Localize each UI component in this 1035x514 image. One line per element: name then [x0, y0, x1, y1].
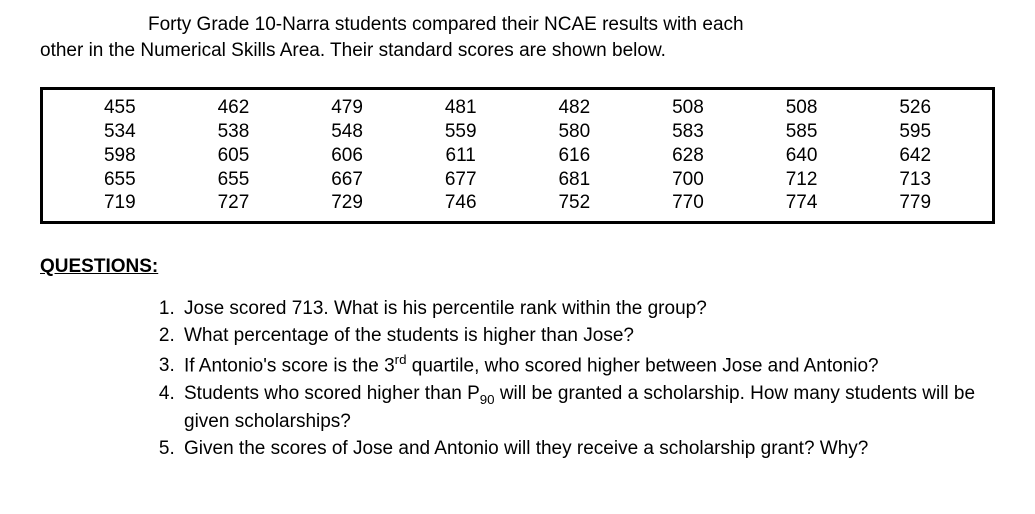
table-cell: 746	[404, 191, 518, 215]
table-cell: 700	[631, 168, 745, 192]
table-cell: 479	[290, 96, 404, 120]
table-cell: 508	[631, 96, 745, 120]
table-cell: 729	[290, 191, 404, 215]
table-cell: 595	[858, 120, 972, 144]
question-item: What percentage of the students is highe…	[180, 323, 995, 349]
table-cell: 585	[745, 120, 859, 144]
scores-table-body: 4554624794814825085085265345385485595805…	[63, 96, 972, 215]
table-cell: 667	[290, 168, 404, 192]
table-row: 655655667677681700712713	[63, 168, 972, 192]
question-item: Students who scored higher than P90 will…	[180, 381, 995, 434]
table-cell: 713	[858, 168, 972, 192]
questions-list: Jose scored 713. What is his percentile …	[40, 296, 995, 462]
table-cell: 583	[631, 120, 745, 144]
table-cell: 548	[290, 120, 404, 144]
table-row: 719727729746752770774779	[63, 191, 972, 215]
table-cell: 719	[63, 191, 177, 215]
intro-line1: Forty Grade 10-Narra students compared t…	[40, 12, 995, 38]
table-row: 534538548559580583585595	[63, 120, 972, 144]
subscript: 90	[480, 392, 495, 407]
table-cell: 655	[63, 168, 177, 192]
table-cell: 712	[745, 168, 859, 192]
table-cell: 606	[290, 144, 404, 168]
table-cell: 462	[177, 96, 291, 120]
table-cell: 534	[63, 120, 177, 144]
table-cell: 779	[858, 191, 972, 215]
table-row: 455462479481482508508526	[63, 96, 972, 120]
table-cell: 559	[404, 120, 518, 144]
table-cell: 605	[177, 144, 291, 168]
ordinal-superscript: rd	[395, 352, 407, 367]
table-cell: 677	[404, 168, 518, 192]
question-post: quartile, who scored higher between Jose…	[406, 355, 878, 376]
table-cell: 642	[858, 144, 972, 168]
table-cell: 526	[858, 96, 972, 120]
table-cell: 481	[404, 96, 518, 120]
scores-table: 4554624794814825085085265345385485595805…	[63, 96, 972, 215]
intro-line2: other in the Numerical Skills Area. Thei…	[40, 38, 995, 64]
table-cell: 770	[631, 191, 745, 215]
question-pre: If Antonio's score is the 3	[184, 355, 395, 376]
table-cell: 616	[518, 144, 632, 168]
table-cell: 482	[518, 96, 632, 120]
table-cell: 580	[518, 120, 632, 144]
scores-table-container: 4554624794814825085085265345385485595805…	[40, 87, 995, 224]
table-cell: 508	[745, 96, 859, 120]
question-item: Jose scored 713. What is his percentile …	[180, 296, 995, 322]
table-cell: 611	[404, 144, 518, 168]
question-item: Given the scores of Jose and Antonio wil…	[180, 436, 995, 462]
table-cell: 655	[177, 168, 291, 192]
table-cell: 598	[63, 144, 177, 168]
question-item: If Antonio's score is the 3rd quartile, …	[180, 351, 995, 379]
table-cell: 774	[745, 191, 859, 215]
question-pre: Students who scored higher than P	[184, 383, 480, 404]
table-cell: 538	[177, 120, 291, 144]
intro-paragraph: Forty Grade 10-Narra students compared t…	[40, 12, 995, 63]
table-cell: 628	[631, 144, 745, 168]
table-row: 598605606611616628640642	[63, 144, 972, 168]
table-cell: 455	[63, 96, 177, 120]
table-cell: 727	[177, 191, 291, 215]
questions-heading: QUESTIONS:	[40, 254, 995, 280]
table-cell: 681	[518, 168, 632, 192]
table-cell: 752	[518, 191, 632, 215]
table-cell: 640	[745, 144, 859, 168]
